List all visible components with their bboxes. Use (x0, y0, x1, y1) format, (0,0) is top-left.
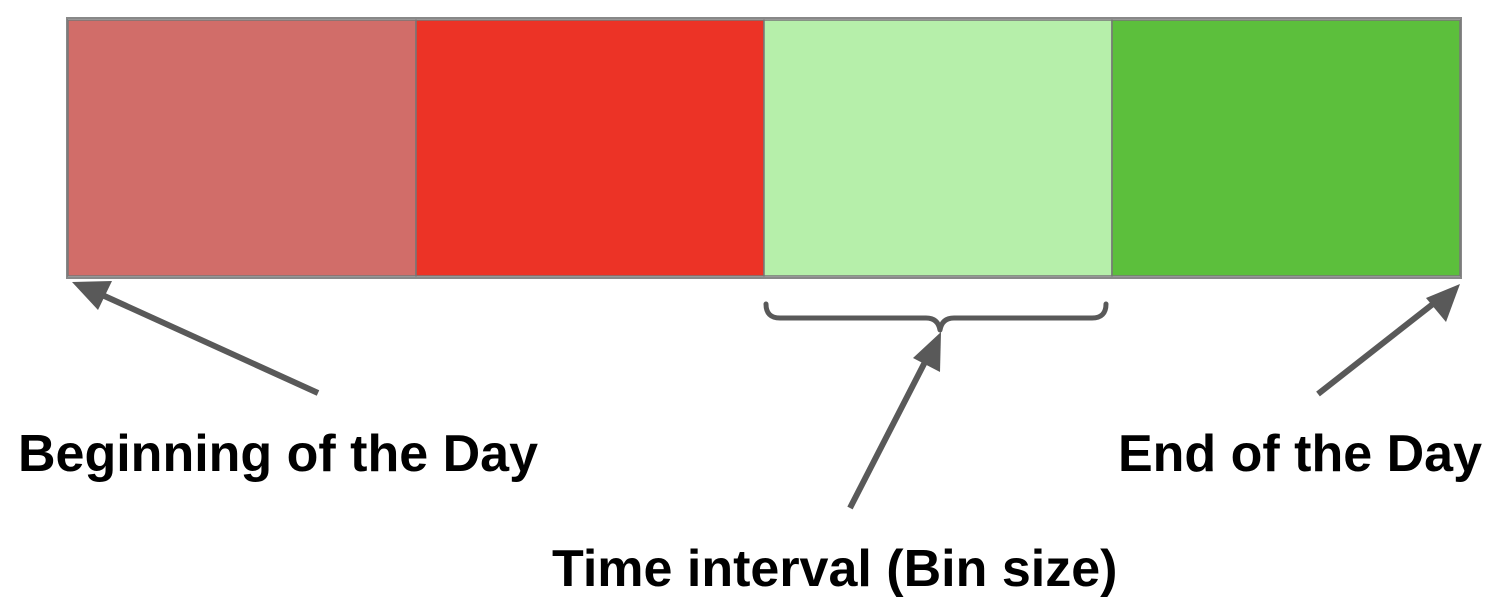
time-interval-label: Time interval (Bin size) (552, 540, 1118, 598)
timeline-segment-2 (415, 19, 765, 277)
timeline-bar-frame (66, 17, 1462, 279)
timeline-segment-4 (1111, 19, 1461, 277)
timeline-segment-3 (763, 19, 1113, 277)
arrow-icon (847, 332, 941, 510)
beginning-of-day-label: Beginning of the Day (18, 425, 538, 483)
timeline-segments (67, 19, 1461, 277)
end-of-day-label: End of the Day (1117, 425, 1482, 483)
timeline-segment-1 (67, 19, 417, 277)
brace-icon (763, 301, 1109, 333)
arrow-icon (1316, 284, 1460, 397)
arrow-icon (72, 281, 320, 396)
